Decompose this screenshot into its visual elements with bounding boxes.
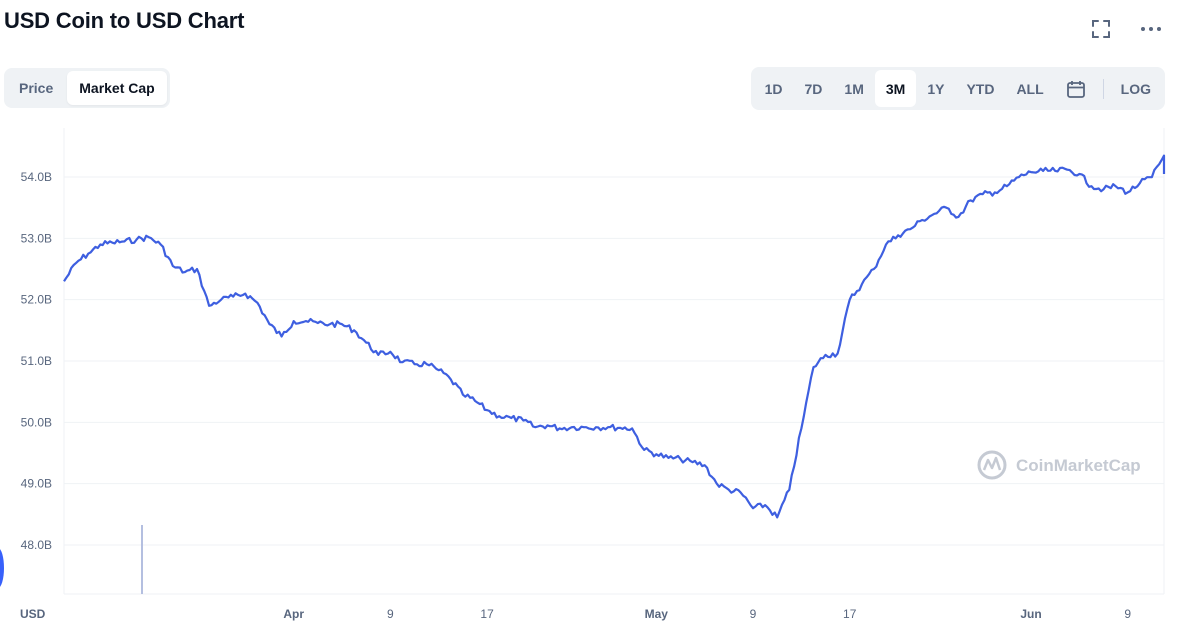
chart-toolbar-icons [1090, 18, 1162, 40]
range-ytd[interactable]: YTD [966, 80, 995, 97]
y-tick-label: 49.0B [21, 477, 52, 491]
y-tick-label: 50.0B [21, 415, 52, 429]
calendar-icon[interactable] [1055, 70, 1097, 107]
currency-label: USD [20, 607, 46, 621]
tab-price[interactable]: Price [19, 80, 54, 96]
range-all[interactable]: ALL [1016, 80, 1044, 97]
y-tick-label: 52.0B [21, 293, 52, 307]
x-axis-ticks: Apr 9 17 May 9 17 Jun 9 [283, 607, 1131, 621]
tab-market-cap[interactable]: Market Cap [67, 71, 167, 105]
watermark-text: CoinMarketCap [1016, 456, 1141, 475]
page-title: USD Coin to USD Chart [4, 8, 245, 33]
y-tick-label: 51.0B [21, 354, 52, 368]
x-tick-label: Jun [1020, 607, 1041, 621]
view-toggle: Price Market Cap [4, 68, 170, 108]
range-selector: 1D 7D 1M 3M 1Y YTD ALL LOG [750, 67, 1165, 110]
log-toggle[interactable]: LOG [1120, 80, 1151, 97]
y-tick-label: 54.0B [21, 170, 52, 184]
range-1m[interactable]: 1M [844, 80, 864, 97]
x-tick-label: 17 [843, 607, 857, 621]
range-1y[interactable]: 1Y [927, 80, 945, 97]
range-1d[interactable]: 1D [764, 80, 783, 97]
coinmarketcap-watermark: CoinMarketCap [977, 450, 1141, 480]
x-tick-label: 9 [750, 607, 757, 621]
y-axis-ticks: 48.0B 49.0B 50.0B 51.0B 52.0B 53.0B 54.0B [21, 170, 52, 552]
x-tick-label: 9 [1124, 607, 1131, 621]
x-tick-label: Apr [283, 607, 304, 621]
x-tick-label: May [645, 607, 669, 621]
range-3m[interactable]: 3M [874, 70, 917, 107]
market-cap-line [63, 154, 1166, 519]
fullscreen-icon[interactable] [1090, 18, 1112, 40]
x-tick-label: 9 [387, 607, 394, 621]
range-7d[interactable]: 7D [804, 80, 823, 97]
grid-lines [63, 128, 1165, 595]
x-tick-label: 17 [480, 607, 494, 621]
range-divider [1102, 78, 1104, 99]
more-icon[interactable] [1140, 18, 1162, 40]
scroll-indicator [0, 548, 4, 588]
y-tick-label: 48.0B [21, 538, 52, 552]
y-tick-label: 53.0B [21, 231, 52, 245]
